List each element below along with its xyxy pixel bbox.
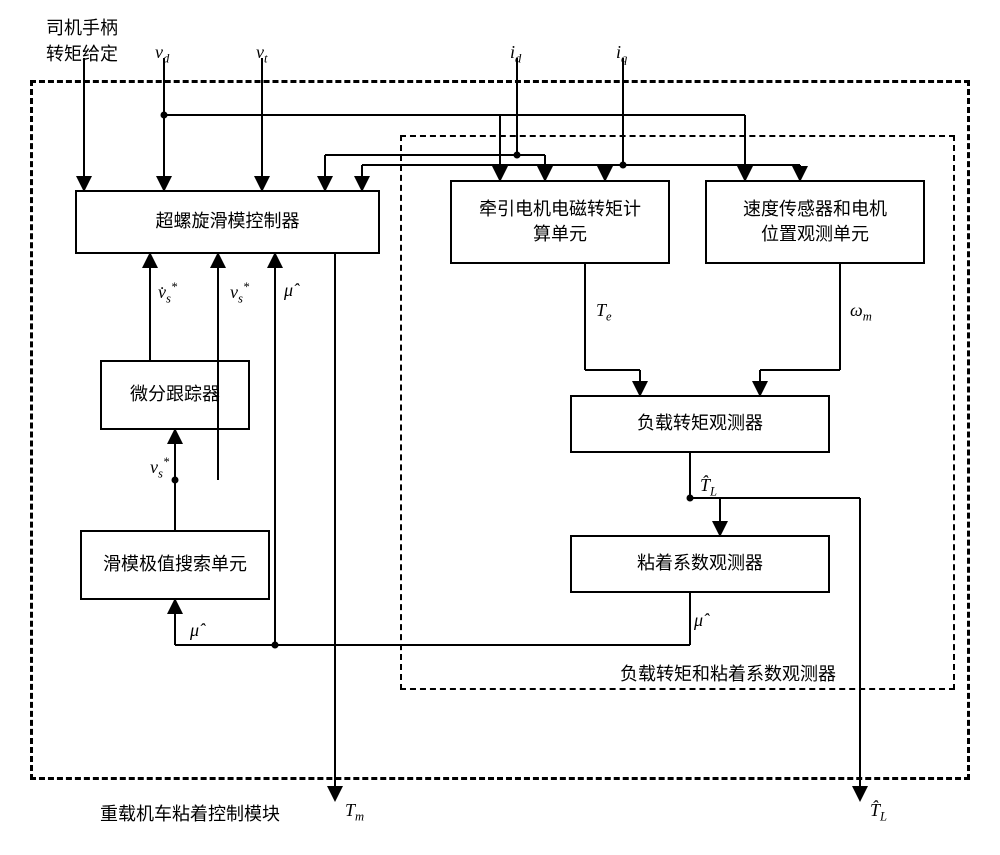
arrows-svg (0, 0, 1000, 855)
diagram-root: 超螺旋滑模控制器 牵引电机电磁转矩计 算单元 速度传感器和电机 位置观测单元 微… (0, 0, 1000, 855)
